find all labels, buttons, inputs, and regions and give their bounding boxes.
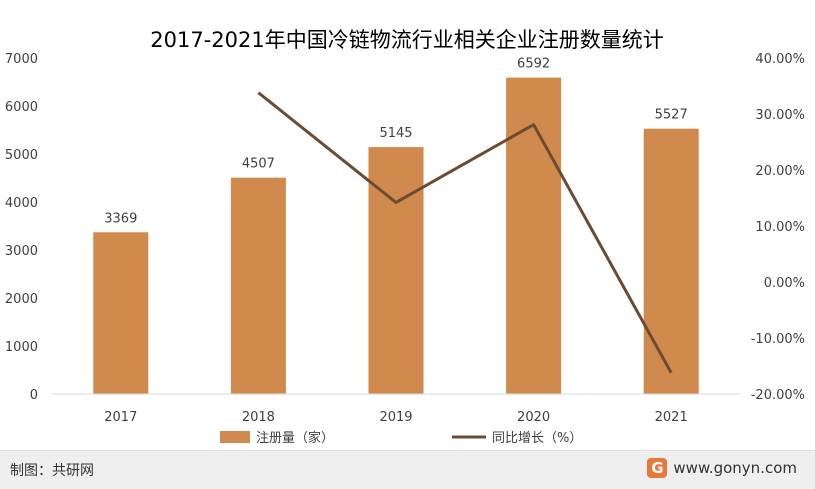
- x-tick-label: 2019: [379, 410, 412, 425]
- footer: 制图：共研网 G www.gonyn.com: [0, 450, 815, 489]
- y-left-tick-label: 0: [30, 388, 38, 403]
- bar-2021: [643, 128, 699, 395]
- legend-swatch-bar: [220, 431, 250, 443]
- bar-2019: [368, 147, 424, 394]
- y-right-tick-label: -20.00%: [751, 388, 805, 403]
- y-left-tick-label: 7000: [5, 52, 38, 67]
- y-right-tick-label: 20.00%: [755, 164, 805, 179]
- y-left-tick-label: 1000: [5, 340, 38, 355]
- y-left-tick-label: 4000: [5, 196, 38, 211]
- x-tick-label: 2020: [517, 410, 550, 425]
- bar-2020: [506, 77, 562, 395]
- data-label-2019: 5145: [379, 126, 412, 141]
- bar-2017: [93, 232, 149, 394]
- x-tick-label: 2021: [655, 410, 688, 425]
- y-left-tick-label: 5000: [5, 148, 38, 163]
- gonyn-logo-icon: G: [647, 458, 668, 478]
- data-label-2020: 6592: [517, 57, 550, 72]
- y-left-tick-label: 2000: [5, 292, 38, 307]
- chart: 2017-2021年中国冷链物流行业相关企业注册数量统计 3369 4507 514…: [5, 28, 805, 446]
- data-label-2018: 4507: [242, 157, 275, 172]
- legend-label-bar: 注册量（家）: [256, 430, 334, 446]
- legend-label-line: 同比增长（%）: [492, 431, 582, 446]
- site-link[interactable]: G www.gonyn.com: [647, 458, 797, 478]
- y-right-tick-label: 10.00%: [755, 220, 805, 235]
- data-label-2021: 5527: [655, 108, 688, 123]
- y-right-tick-label: 0.00%: [764, 276, 805, 291]
- y-right-tick-label: -10.00%: [751, 332, 805, 347]
- y-right-tick-label: 40.00%: [755, 52, 805, 67]
- site-url: www.gonyn.com: [673, 459, 797, 477]
- data-label-2017: 3369: [104, 211, 137, 226]
- chart-title: 2017-2021年中国冷链物流行业相关企业注册数量统计: [150, 28, 663, 52]
- y-left-tick-label: 3000: [5, 244, 38, 259]
- y-left-tick-label: 6000: [5, 100, 38, 115]
- bar-2018: [230, 177, 286, 394]
- x-tick-label: 2018: [242, 410, 275, 425]
- credit-label: 制图：共研网: [10, 463, 94, 479]
- x-tick-label: 2017: [104, 410, 137, 425]
- y-right-tick-label: 30.00%: [755, 108, 805, 123]
- growth-line: [257, 91, 673, 374]
